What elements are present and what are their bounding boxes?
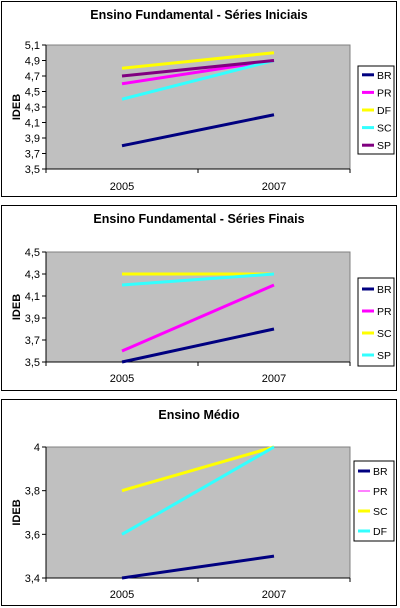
series-line-sp [121, 272, 275, 287]
chart-svg: 3,5 3,7 3,9 4,1 4,3 4,5 2005 2007 IDEB BR PR SC SP [11, 247, 395, 385]
series-line-sc [121, 445, 275, 493]
series-line-br [121, 113, 275, 148]
chart-panel-ensino-medio: Ensino Médio 3,4 3,6 3,8 4 2005 2007 IDEB BR PR S… [1, 399, 397, 606]
legend-label: PR [373, 486, 388, 498]
chart-panel-series-iniciais: Ensino Fundamental - Séries Iniciais 3,5… [1, 1, 397, 197]
y-tick-label: 3,5 [25, 164, 40, 176]
y-tick-label: 4,9 [25, 56, 40, 68]
y-axis-label: IDEB [11, 499, 23, 525]
legend-label: DF [373, 526, 387, 538]
y-axis-label: IDEB [11, 294, 23, 320]
y-tick-label: 3,6 [25, 529, 40, 541]
chart-svg: 3,5 3,7 3,9 4,1 4,3 4,5 4,7 4,9 5,1 2005 2007 IDEB B… [11, 40, 395, 193]
x-tick-label: 2007 [262, 181, 286, 193]
x-tick-label: 2007 [262, 589, 286, 601]
legend-label: SC [377, 123, 392, 135]
y-tick-label: 3,9 [25, 133, 40, 145]
legend-label: SP [377, 350, 391, 362]
legend-label: DF [377, 105, 391, 117]
y-tick-label: 4,1 [25, 291, 40, 303]
x-tick-label: 2005 [110, 373, 134, 385]
x-tick-label: 2007 [262, 373, 286, 385]
y-tick-label: 3,9 [25, 313, 40, 325]
y-tick-label: 4,3 [25, 102, 40, 114]
chart-title: Ensino Médio [158, 408, 240, 422]
series-line-sc [121, 59, 275, 101]
y-tick-label: 3,5 [25, 357, 40, 369]
y-axis-label: IDEB [11, 94, 23, 120]
plot-area [45, 446, 351, 579]
chart-title: Ensino Fundamental - Séries Finais [93, 212, 305, 226]
legend-box [353, 460, 395, 542]
legend-label: BR [377, 70, 392, 82]
y-tick-label: 3,8 [25, 486, 40, 498]
series-line-br [121, 554, 275, 580]
chart-panel-series-finais: Ensino Fundamental - Séries Finais 3,5 3,… [1, 205, 397, 391]
y-tick-label: 4,5 [25, 87, 40, 99]
series-line-pr [121, 283, 275, 353]
series-line-df [121, 51, 275, 70]
y-tick-label: 3,7 [25, 335, 40, 347]
chart-title: Ensino Fundamental - Séries Iniciais [90, 8, 308, 22]
y-tick-label: 4,3 [25, 269, 40, 281]
legend-label: SP [377, 140, 391, 152]
y-tick-label: 4,7 [25, 71, 40, 83]
legend-label: SC [377, 328, 392, 340]
series-line-br [121, 327, 275, 364]
plot-area [45, 44, 351, 170]
y-tick-label: 4 [34, 442, 40, 454]
y-tick-label: 3,7 [25, 149, 40, 161]
y-tick-label: 4,5 [25, 247, 40, 259]
legend-label: BR [377, 284, 392, 296]
legend-label: PR [377, 306, 392, 318]
legend-label: SC [373, 506, 388, 518]
x-tick-label: 2005 [110, 181, 134, 193]
chart-svg: 3,4 3,6 3,8 4 2005 2007 IDEB BR PR SC DF [11, 442, 395, 601]
legend-label: PR [377, 87, 392, 99]
legend-box [357, 277, 395, 367]
series-line-sp [121, 59, 275, 78]
series-line-df [121, 445, 275, 536]
y-tick-label: 3,4 [25, 573, 40, 585]
y-tick-label: 4,1 [25, 118, 40, 130]
y-tick-label: 5,1 [25, 40, 40, 52]
x-tick-label: 2005 [110, 589, 134, 601]
plot-area [45, 251, 351, 363]
legend-label: BR [373, 466, 388, 478]
